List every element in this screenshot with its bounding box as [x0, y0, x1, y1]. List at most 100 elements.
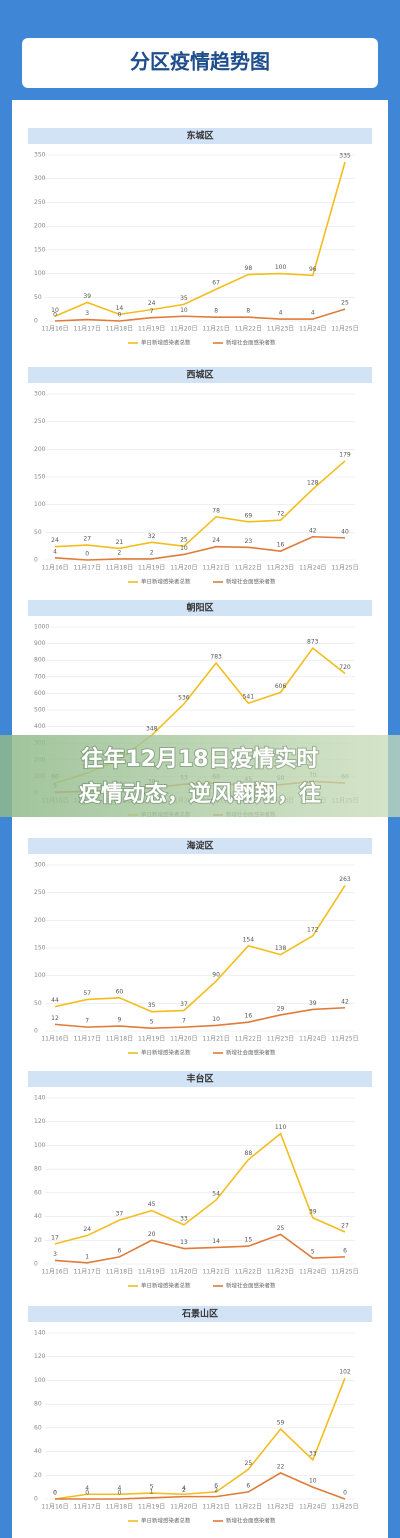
legend-label: 单日新增感染者总数	[141, 1282, 191, 1290]
data-label: 2	[214, 1487, 218, 1494]
y-tick-label: 0	[34, 557, 38, 564]
data-label: 24	[148, 300, 156, 307]
y-tick-label: 900	[34, 640, 46, 647]
data-label: 0	[53, 1490, 57, 1497]
data-label: 35	[180, 295, 188, 302]
data-label: 39	[83, 293, 91, 300]
data-label: 179	[339, 451, 351, 458]
data-label: 4	[85, 1485, 89, 1492]
data-label: 42	[341, 998, 349, 1005]
data-label: 3	[53, 1251, 57, 1258]
x-tick-label: 11月24日	[299, 1269, 326, 1276]
header	[22, 38, 378, 88]
x-tick-label: 11月19日	[138, 1036, 165, 1043]
data-label: 7	[85, 1018, 89, 1025]
y-tick-label: 200	[34, 917, 46, 924]
data-label: 60	[116, 988, 124, 995]
x-tick-label: 11月20日	[170, 1036, 197, 1043]
x-tick-label: 11月25日	[331, 1269, 358, 1276]
x-tick-label: 11月22日	[235, 1504, 262, 1511]
data-label: 16	[245, 1013, 253, 1020]
chart-title-bar	[28, 600, 372, 616]
data-label: 873	[307, 639, 319, 646]
data-label: 90	[212, 972, 220, 979]
y-tick-label: 150	[34, 474, 46, 481]
y-tick-label: 100	[34, 1142, 46, 1149]
y-tick-label: 100	[34, 501, 46, 508]
x-tick-label: 11月21日	[202, 326, 229, 333]
y-tick-label: 350	[34, 152, 46, 159]
series-line	[54, 1233, 346, 1264]
data-label: 17	[51, 1234, 59, 1241]
chart-title-bar	[28, 838, 372, 854]
data-label: 5	[150, 1019, 154, 1026]
x-tick-label: 11月16日	[41, 326, 68, 333]
x-tick-label: 11月20日	[170, 565, 197, 572]
data-label: 72	[277, 511, 285, 518]
legend-label: 单日新增感染者总数	[141, 339, 191, 347]
y-tick-label: 700	[34, 673, 46, 680]
data-label: 2	[118, 549, 122, 556]
x-tick-label: 11月24日	[299, 1504, 326, 1511]
data-label: 2	[182, 1487, 186, 1494]
legend-label: 单日新增感染者总数	[141, 1049, 191, 1057]
legend-label: 新增社会面感染者数	[226, 1282, 276, 1290]
data-label: 263	[339, 876, 351, 883]
data-label: 8	[246, 308, 250, 315]
data-label: 29	[277, 1005, 285, 1012]
series-line	[55, 1472, 346, 1500]
y-tick-label: 0	[34, 318, 38, 325]
x-tick-label: 11月20日	[170, 326, 197, 333]
data-label: 37	[116, 1211, 124, 1218]
x-tick-label: 11月25日	[331, 326, 358, 333]
chart-title: 东城区	[186, 130, 213, 142]
data-label: 4	[182, 1485, 186, 1492]
data-label: 1	[85, 1253, 89, 1260]
x-tick-label: 11月18日	[106, 1504, 133, 1511]
data-label: 172	[307, 926, 319, 933]
page-title: 分区疫情趋势图	[130, 50, 270, 74]
chart-title: 丰台区	[186, 1073, 213, 1085]
y-tick-label: 60	[34, 1424, 42, 1431]
data-label: 110	[275, 1124, 287, 1131]
x-tick-label: 11月23日	[267, 1504, 294, 1511]
data-label: 21	[116, 539, 124, 546]
x-tick-label: 11月25日	[331, 1504, 358, 1511]
data-label: 7	[182, 1018, 186, 1025]
x-tick-label: 11月17日	[74, 1269, 101, 1276]
data-label: 44	[51, 997, 59, 1004]
chart-title: 朝阳区	[186, 602, 213, 614]
data-label: 88	[245, 1150, 253, 1157]
x-tick-label: 11月23日	[267, 565, 294, 572]
x-tick-label: 11月24日	[299, 565, 326, 572]
data-label: 6	[246, 1482, 250, 1489]
data-label: 606	[275, 683, 287, 690]
data-label: 783	[210, 654, 222, 661]
chart-title-bar	[28, 1071, 372, 1087]
data-label: 8	[214, 308, 218, 315]
series-line	[54, 1132, 346, 1245]
series-line	[54, 885, 346, 1013]
x-tick-label: 11月25日	[331, 565, 358, 572]
y-tick-label: 0	[34, 1028, 38, 1035]
data-label: 4	[118, 1485, 122, 1492]
data-label: 15	[245, 1237, 253, 1244]
data-label: 54	[212, 1190, 220, 1197]
data-label: 2	[150, 549, 154, 556]
data-label: 33	[180, 1215, 188, 1222]
panel	[12, 100, 388, 1538]
x-tick-label: 11月22日	[235, 1269, 262, 1276]
x-tick-label: 11月19日	[138, 326, 165, 333]
data-label: 0	[85, 551, 89, 558]
data-label: 100	[275, 264, 287, 271]
chart-title: 石景山区	[181, 1308, 218, 1320]
x-tick-label: 11月18日	[106, 1269, 133, 1276]
data-label: 24	[51, 537, 59, 544]
x-tick-label: 11月17日	[74, 565, 101, 572]
y-tick-label: 100	[34, 1377, 46, 1384]
data-label: 10	[212, 1016, 220, 1023]
y-tick-label: 1000	[34, 624, 49, 631]
y-tick-label: 60	[34, 1189, 42, 1196]
